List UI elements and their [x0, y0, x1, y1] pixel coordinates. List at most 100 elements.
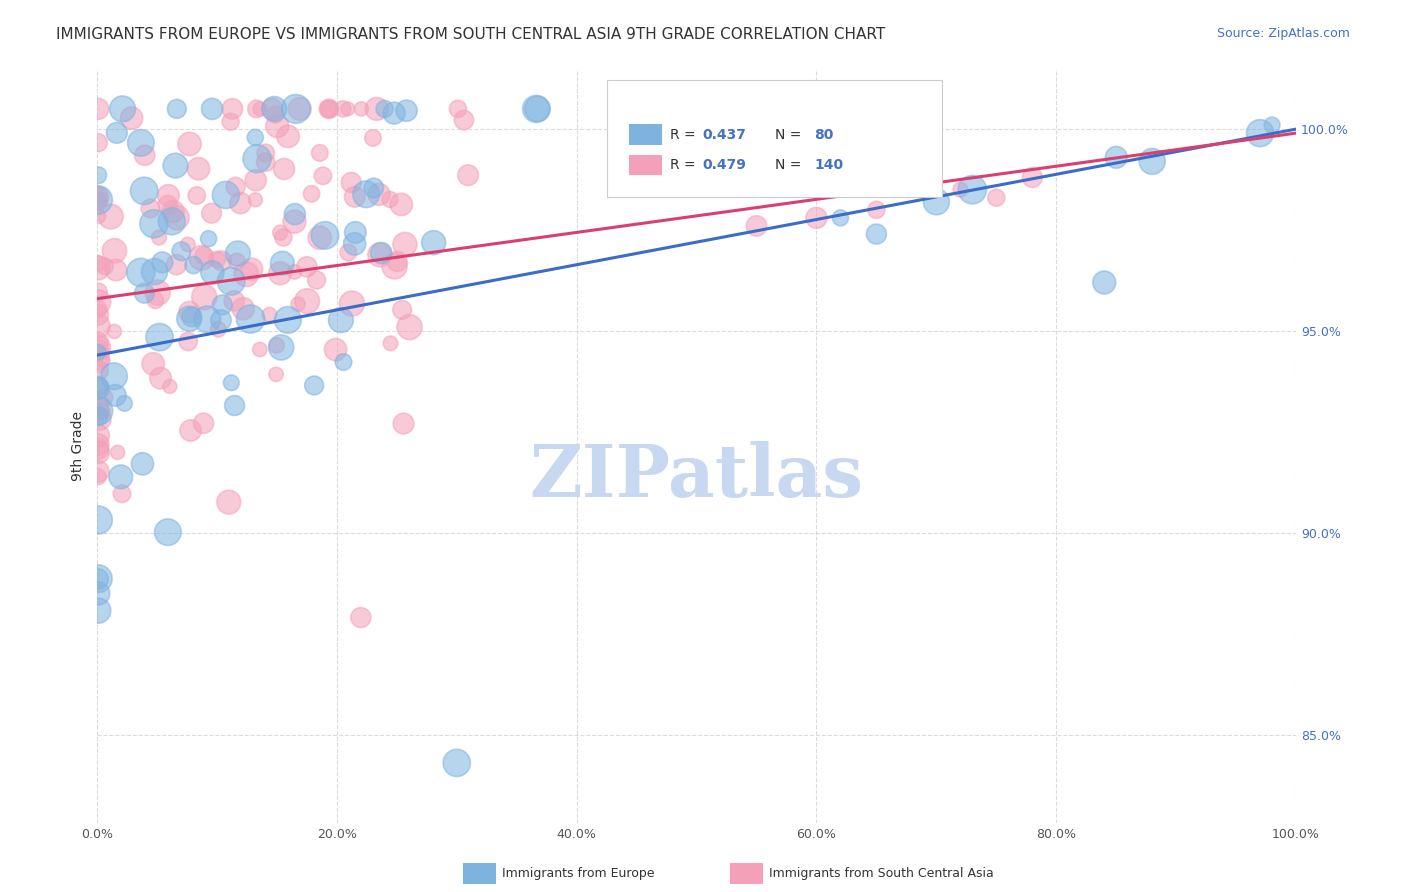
Immigrants from South Central Asia: [240, 262, 263, 277]
Immigrants from Europe: [131, 457, 153, 471]
Y-axis label: 9th Grade: 9th Grade: [72, 411, 86, 481]
Immigrants from South Central Asia: [380, 336, 402, 351]
Immigrants from South Central Asia: [139, 202, 162, 216]
Immigrants from South Central Asia: [94, 260, 117, 274]
Immigrants from South Central Asia: [366, 102, 388, 116]
Immigrants from Europe: [110, 470, 132, 484]
Immigrants from South Central Asia: [221, 102, 243, 116]
Immigrants from Europe: [87, 345, 110, 359]
Immigrants from South Central Asia: [91, 353, 114, 368]
Immigrants from Europe: [354, 187, 377, 202]
Immigrants from South Central Asia: [387, 254, 409, 268]
Immigrants from South Central Asia: [269, 266, 291, 280]
Immigrants from Europe: [183, 258, 205, 272]
Text: N =: N =: [775, 158, 801, 172]
Immigrants from South Central Asia: [384, 260, 406, 274]
FancyBboxPatch shape: [630, 154, 662, 175]
Immigrants from Europe: [395, 103, 418, 118]
Immigrants from South Central Asia: [156, 198, 179, 212]
Immigrants from Europe: [270, 340, 292, 354]
Immigrants from Europe: [142, 217, 165, 231]
Immigrants from South Central Asia: [87, 343, 110, 358]
Immigrants from South Central Asia: [87, 308, 110, 322]
Immigrants from South Central Asia: [264, 368, 287, 382]
Immigrants from Europe: [263, 102, 285, 116]
Immigrants from South Central Asia: [305, 273, 328, 287]
Immigrants from South Central Asia: [211, 253, 233, 268]
Immigrants from Europe: [363, 181, 385, 195]
Immigrants from Europe: [277, 313, 299, 327]
Immigrants from South Central Asia: [312, 169, 335, 183]
Immigrants from South Central Asia: [273, 161, 295, 176]
Immigrants from South Central Asia: [283, 265, 305, 279]
Immigrants from Europe: [111, 102, 134, 116]
Immigrants from South Central Asia: [87, 359, 110, 373]
Immigrants from South Central Asia: [87, 302, 110, 317]
Immigrants from South Central Asia: [87, 381, 110, 395]
Immigrants from Europe: [134, 286, 156, 301]
Immigrants from South Central Asia: [87, 295, 110, 310]
Immigrants from Europe: [170, 244, 193, 259]
Immigrants from South Central Asia: [368, 187, 391, 202]
Immigrants from Europe: [87, 168, 110, 182]
Immigrants from Europe: [1092, 276, 1115, 290]
Immigrants from South Central Asia: [361, 131, 384, 145]
Immigrants from South Central Asia: [87, 341, 110, 355]
Immigrants from South Central Asia: [318, 102, 340, 116]
Immigrants from South Central Asia: [177, 237, 200, 252]
Immigrants from South Central Asia: [229, 196, 252, 211]
Immigrants from South Central Asia: [190, 251, 212, 265]
Immigrants from Europe: [422, 235, 444, 250]
Immigrants from South Central Asia: [340, 296, 363, 310]
Immigrants from South Central Asia: [146, 285, 169, 300]
Immigrants from South Central Asia: [87, 194, 110, 209]
Immigrants from South Central Asia: [87, 469, 110, 483]
Immigrants from South Central Asia: [457, 168, 479, 182]
Immigrants from Europe: [1249, 126, 1271, 140]
Immigrants from Europe: [166, 102, 188, 116]
Immigrants from South Central Asia: [378, 193, 401, 207]
FancyBboxPatch shape: [630, 124, 662, 145]
Immigrants from South Central Asia: [295, 260, 318, 274]
Immigrants from Europe: [314, 228, 336, 243]
Text: 0.437: 0.437: [703, 128, 747, 142]
Immigrants from Europe: [87, 382, 110, 396]
Immigrants from South Central Asia: [179, 305, 201, 319]
Immigrants from South Central Asia: [107, 445, 129, 459]
Immigrants from South Central Asia: [1021, 170, 1043, 185]
Immigrants from South Central Asia: [325, 343, 347, 357]
Immigrants from South Central Asia: [134, 148, 156, 162]
Immigrants from South Central Asia: [87, 102, 110, 116]
Immigrants from Europe: [129, 136, 152, 150]
Immigrants from South Central Asia: [269, 226, 291, 240]
Immigrants from South Central Asia: [87, 209, 110, 223]
Immigrants from South Central Asia: [142, 357, 165, 371]
Immigrants from Europe: [209, 313, 232, 327]
Immigrants from Europe: [87, 379, 110, 393]
Immigrants from South Central Asia: [277, 129, 299, 144]
Immigrants from Europe: [87, 604, 110, 618]
Immigrants from South Central Asia: [145, 293, 167, 308]
Immigrants from Europe: [114, 396, 136, 410]
Immigrants from South Central Asia: [308, 145, 330, 160]
Immigrants from Europe: [382, 106, 405, 120]
Immigrants from Europe: [962, 183, 984, 197]
Text: Immigrants from Europe: Immigrants from Europe: [502, 867, 654, 880]
Immigrants from South Central Asia: [332, 102, 354, 116]
Immigrants from South Central Asia: [343, 190, 366, 204]
Immigrants from South Central Asia: [159, 379, 181, 393]
Immigrants from South Central Asia: [262, 102, 284, 116]
Immigrants from South Central Asia: [87, 437, 110, 451]
Immigrants from South Central Asia: [398, 320, 420, 334]
Immigrants from Europe: [302, 378, 325, 392]
Immigrants from South Central Asia: [205, 252, 228, 267]
Text: Source: ZipAtlas.com: Source: ZipAtlas.com: [1216, 27, 1350, 40]
Immigrants from South Central Asia: [103, 244, 125, 258]
Immigrants from South Central Asia: [87, 428, 110, 442]
Immigrants from South Central Asia: [264, 108, 287, 122]
Text: R =: R =: [671, 158, 700, 172]
Immigrants from South Central Asia: [121, 111, 143, 125]
Immigrants from Europe: [329, 313, 352, 327]
Immigrants from South Central Asia: [391, 302, 413, 317]
Immigrants from South Central Asia: [87, 464, 110, 478]
